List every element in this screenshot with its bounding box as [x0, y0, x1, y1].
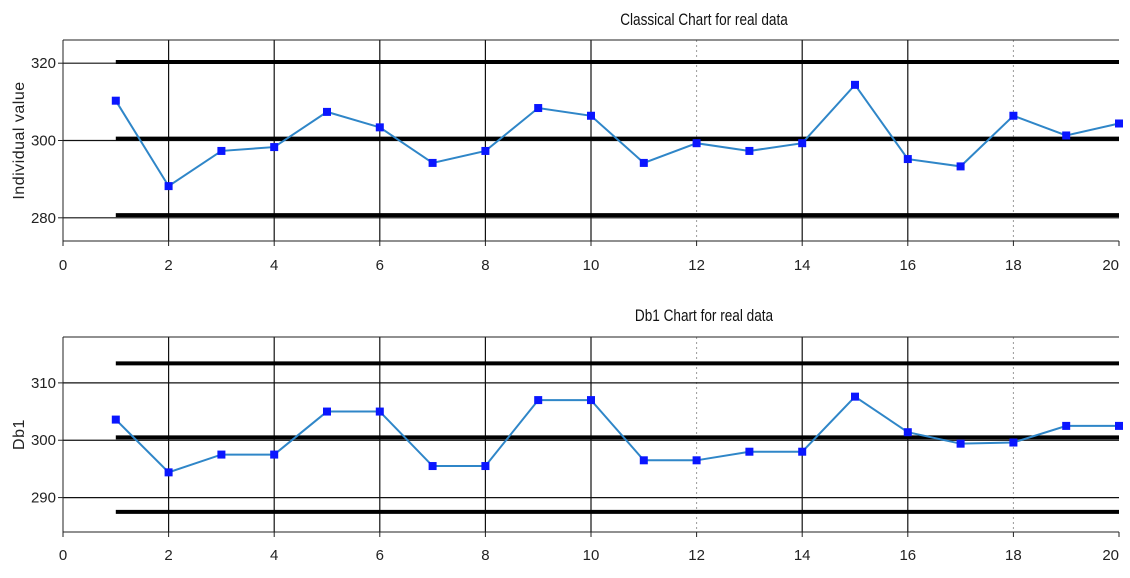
x-tick-label-10: 10 — [583, 257, 600, 274]
x-tick-label-6: 6 — [376, 547, 384, 564]
data-point-13 — [745, 447, 754, 456]
chart-panel-2: Db1 Chart for real data Db1 290 300 310 0 2 4 6 8… — [11, 307, 1123, 564]
data-point-17 — [956, 162, 965, 171]
data-point-1 — [111, 415, 120, 424]
x-tick-label-16: 16 — [899, 547, 916, 564]
data-point-19 — [1062, 421, 1071, 430]
chart-title: Db1 Chart for real data — [635, 307, 774, 326]
data-point-9 — [534, 396, 543, 405]
x-tick-label-12: 12 — [688, 547, 705, 564]
x-tick-label-0: 0 — [59, 257, 67, 274]
x-tick-label-4: 4 — [270, 547, 278, 564]
y-axis-label: Db1 — [11, 419, 28, 450]
x-tick-label-14: 14 — [794, 547, 811, 564]
data-point-4 — [270, 143, 279, 152]
y-tick-label-320: 320 — [31, 55, 56, 72]
data-point-10 — [587, 396, 595, 405]
x-tick-label-8: 8 — [481, 257, 489, 274]
data-point-11 — [639, 456, 648, 465]
data-point-9 — [534, 104, 543, 113]
data-point-4 — [270, 450, 279, 459]
x-tick-label-6: 6 — [376, 257, 384, 274]
data-point-19 — [1062, 131, 1071, 140]
x-tick-label-20: 20 — [1102, 257, 1119, 274]
data-point-2 — [164, 468, 173, 477]
data-point-8 — [481, 462, 490, 471]
data-point-3 — [217, 450, 226, 459]
data-point-18 — [1009, 111, 1018, 120]
data-point-5 — [323, 407, 331, 416]
data-point-6 — [375, 407, 384, 416]
x-tick-label-8: 8 — [481, 547, 489, 564]
chart-panel-1: Classical Chart for real data Individual … — [11, 11, 1123, 274]
data-point-16 — [903, 428, 912, 437]
data-point-6 — [375, 123, 384, 132]
data-point-15 — [851, 392, 859, 401]
x-tick-label-12: 12 — [688, 257, 705, 274]
data-point-3 — [217, 146, 226, 155]
x-tick-label-2: 2 — [164, 547, 172, 564]
data-point-17 — [956, 439, 965, 448]
data-point-1 — [111, 96, 120, 105]
y-tick-label-310: 310 — [31, 375, 56, 392]
y-tick-label-300: 300 — [31, 133, 56, 150]
data-point-11 — [639, 158, 648, 167]
data-point-12 — [692, 456, 701, 465]
data-point-18 — [1009, 438, 1018, 447]
data-point-8 — [481, 146, 490, 155]
data-point-20 — [1115, 119, 1123, 128]
x-tick-label-2: 2 — [164, 257, 172, 274]
series-line-1 — [115, 395, 1119, 474]
data-point-13 — [745, 146, 754, 155]
data-point-20 — [1115, 421, 1123, 430]
data-point-2 — [164, 182, 173, 191]
data-point-14 — [798, 139, 807, 148]
x-tick-label-18: 18 — [1005, 257, 1022, 274]
data-point-7 — [428, 158, 437, 167]
data-point-5 — [323, 107, 331, 116]
data-point-7 — [428, 462, 437, 471]
x-tick-label-20: 20 — [1102, 547, 1119, 564]
x-tick-label-14: 14 — [794, 257, 811, 274]
data-point-16 — [903, 155, 912, 164]
x-tick-label-16: 16 — [899, 257, 916, 274]
series-line-1 — [114, 83, 1120, 188]
x-tick-label-10: 10 — [583, 547, 600, 564]
data-point-14 — [798, 447, 807, 456]
y-tick-label-290: 290 — [31, 490, 56, 507]
y-axis-label: Individual value — [11, 81, 28, 199]
y-tick-label-300: 300 — [31, 432, 56, 449]
y-tick-label-280: 280 — [31, 210, 56, 227]
data-point-12 — [692, 139, 701, 148]
chart-title: Classical Chart for real data — [620, 11, 788, 30]
x-tick-label-4: 4 — [270, 257, 278, 274]
x-tick-label-0: 0 — [59, 547, 67, 564]
x-tick-label-18: 18 — [1005, 547, 1022, 564]
data-point-15 — [851, 80, 859, 89]
data-point-10 — [587, 111, 595, 120]
